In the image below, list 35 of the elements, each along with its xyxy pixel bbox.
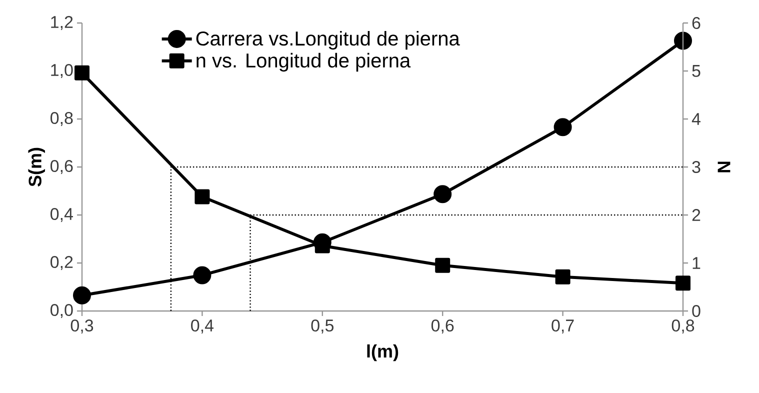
- y-tick-label: 1,2: [51, 16, 73, 30]
- y2-tick-label: 4: [692, 113, 700, 125]
- point: [194, 189, 210, 204]
- y-tick-label: 0,0: [50, 304, 73, 318]
- y2-tick-label: 0: [692, 304, 700, 318]
- y-tick-label: 0,4: [50, 208, 73, 222]
- legend-label: n vs. Longitud de pierna: [196, 52, 411, 72]
- y2-tick-label: 5: [692, 65, 700, 77]
- point: [674, 32, 692, 50]
- y2-tick-label: 1: [692, 257, 700, 269]
- x-tick-label: 0,6: [431, 320, 454, 334]
- point: [193, 266, 212, 284]
- x-tick-label: 0,8: [672, 320, 694, 334]
- legend-label: Carrera vs.Longitud de pierna: [196, 30, 460, 50]
- point: [435, 258, 450, 273]
- point: [555, 269, 570, 284]
- x-tick-label: 0,5: [311, 320, 334, 334]
- x-tick-label: 0,3: [70, 320, 94, 334]
- point: [434, 185, 452, 204]
- x-tick-label: 0,7: [552, 320, 574, 334]
- point: [73, 286, 91, 304]
- y-tick-label: 0,6: [50, 160, 73, 174]
- y-tick-label: 0,8: [50, 112, 73, 126]
- x-axis-title: l(m): [367, 344, 398, 362]
- point: [74, 65, 90, 80]
- y2-tick-label: 3: [692, 160, 700, 174]
- y-axis-title: S(m): [28, 148, 46, 186]
- x-tick-label: 0,4: [191, 320, 214, 334]
- y2-axis-title: N: [718, 162, 730, 172]
- y2-tick-label: 6: [692, 16, 700, 30]
- y-tick-label: 0,2: [50, 256, 73, 270]
- y2-tick-label: 2: [692, 209, 700, 221]
- y-tick-label: 1,0: [51, 64, 73, 78]
- point: [554, 118, 572, 136]
- point: [676, 276, 691, 291]
